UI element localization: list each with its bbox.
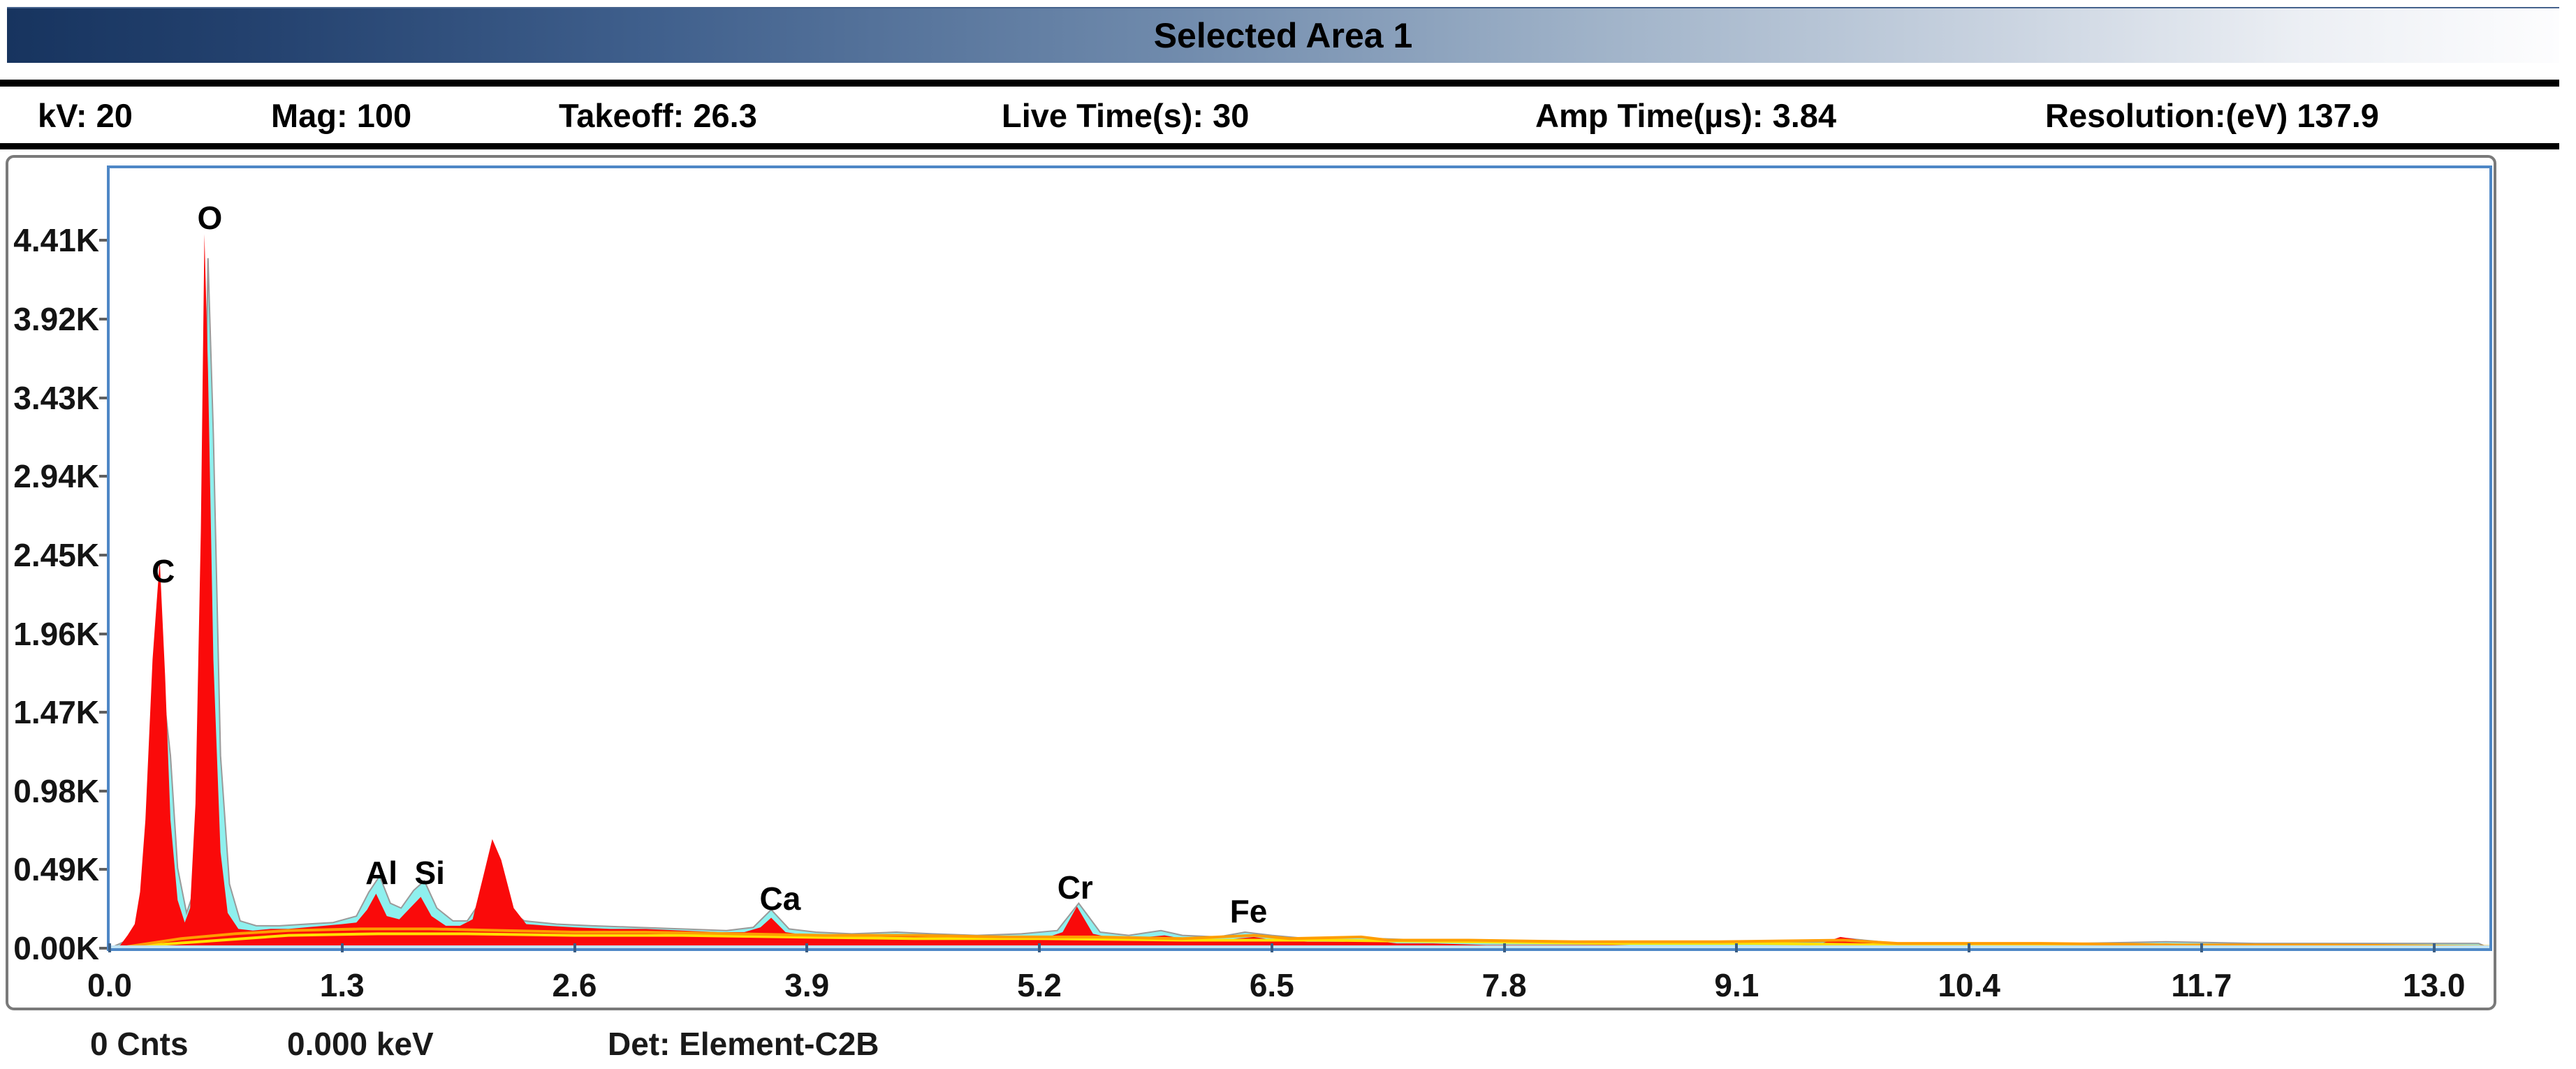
title-bar: Selected Area 1 bbox=[7, 7, 2559, 63]
background-fit-orange bbox=[128, 929, 2489, 946]
x-axis-tick-mark bbox=[805, 943, 809, 952]
y-axis-tick-mark bbox=[99, 318, 107, 321]
separator-line-bottom bbox=[0, 143, 2559, 149]
element-label-ca: Ca bbox=[759, 880, 801, 917]
status-detector: Det: Element-C2B bbox=[608, 1026, 879, 1062]
y-axis-tick-label: 1.47K bbox=[13, 694, 99, 731]
y-axis-tick-label: 4.41K bbox=[13, 222, 99, 259]
status-bar: 0 Cnts 0.000 keV Det: Element-C2B bbox=[0, 1025, 2576, 1064]
x-axis-tick-label: 0.0 bbox=[87, 967, 132, 1003]
x-axis-tick-label: 2.6 bbox=[552, 967, 597, 1003]
x-axis-tick-label: 5.2 bbox=[1017, 967, 1062, 1003]
y-axis-tick-mark bbox=[99, 711, 107, 714]
x-axis-tick-label: 13.0 bbox=[2402, 967, 2466, 1003]
y-axis-tick-mark bbox=[99, 789, 107, 792]
status-energy: 0.000 keV bbox=[287, 1026, 434, 1062]
y-axis-tick-label: 1.96K bbox=[13, 615, 99, 652]
y-axis-tick-mark bbox=[99, 396, 107, 399]
x-axis-tick-label: 6.5 bbox=[1249, 967, 1294, 1003]
y-axis-tick-label: 0.00K bbox=[13, 930, 99, 966]
separator-line-top bbox=[0, 80, 2559, 87]
x-axis-tick-mark bbox=[1502, 943, 1506, 952]
page-title: Selected Area 1 bbox=[1153, 16, 1413, 55]
y-axis-tick-label: 2.94K bbox=[13, 458, 99, 495]
x-axis-tick-mark bbox=[573, 943, 576, 952]
acquisition-params: kV: 20 Mag: 100 Takeoff: 26.3 Live Time(… bbox=[0, 96, 2576, 138]
x-axis-tick-label: 9.1 bbox=[1714, 967, 1759, 1003]
param-takeoff: Takeoff: 26.3 bbox=[559, 97, 757, 134]
y-axis-tick-mark bbox=[99, 632, 107, 635]
spectrum-svg bbox=[110, 234, 2489, 948]
status-counts: 0 Cnts bbox=[90, 1026, 189, 1062]
spectrum-panel: C O Al Si Ca Cr Fe 4.41K 3.92K 3.43K 2.94K 2.45K 1.… bbox=[6, 155, 2496, 1010]
y-axis-tick-mark bbox=[99, 868, 107, 871]
x-axis-tick-label: 1.3 bbox=[319, 967, 365, 1003]
element-label-fe: Fe bbox=[1229, 893, 1268, 930]
element-label-o: O bbox=[197, 200, 223, 237]
param-mag: Mag: 100 bbox=[271, 97, 412, 134]
spectrum-plot[interactable]: C O Al Si Ca Cr Fe bbox=[107, 165, 2492, 951]
x-axis-tick-mark bbox=[1038, 943, 1041, 952]
param-amp-time: Amp Time(µs): 3.84 bbox=[1535, 97, 1837, 134]
y-axis-tick-mark bbox=[99, 475, 107, 478]
x-axis-tick-mark bbox=[1270, 943, 1273, 952]
x-axis-tick-mark bbox=[2432, 943, 2436, 952]
x-axis-tick-label: 10.4 bbox=[1938, 967, 2000, 1003]
param-resolution: Resolution:(eV) 137.9 bbox=[2045, 97, 2379, 134]
y-axis-tick-label: 3.43K bbox=[13, 379, 99, 416]
param-kv: kV: 20 bbox=[38, 97, 133, 134]
param-live-time: Live Time(s): 30 bbox=[1002, 97, 1250, 134]
element-label-al: Al bbox=[365, 854, 398, 891]
x-axis-tick-label: 11.7 bbox=[2171, 967, 2232, 1003]
element-label-cr: Cr bbox=[1057, 869, 1093, 906]
x-axis-tick-mark bbox=[340, 943, 344, 952]
x-axis-tick-label: 7.8 bbox=[1481, 967, 1527, 1003]
x-axis-tick-mark bbox=[2200, 943, 2203, 952]
y-axis-tick-label: 3.92K bbox=[13, 301, 99, 338]
y-axis-tick-label: 0.98K bbox=[13, 772, 99, 809]
y-axis-tick-mark bbox=[99, 947, 107, 950]
element-label-c: C bbox=[152, 552, 175, 589]
y-axis-tick-label: 0.49K bbox=[13, 851, 99, 888]
baseline-strip bbox=[110, 945, 2489, 948]
y-axis-tick-mark bbox=[99, 239, 107, 242]
element-label-si: Si bbox=[414, 854, 445, 891]
reference-spectrum-cyan bbox=[110, 258, 2489, 948]
x-axis-tick-label: 3.9 bbox=[784, 967, 830, 1003]
x-axis-tick-mark bbox=[108, 943, 111, 952]
y-axis-tick-label: 2.45K bbox=[13, 536, 99, 573]
x-axis-tick-mark bbox=[1735, 943, 1739, 952]
acquired-spectrum-red bbox=[110, 234, 2489, 948]
background-fit-yellow bbox=[128, 934, 2489, 946]
y-axis-tick-mark bbox=[99, 553, 107, 556]
spectrum-plot-area[interactable]: C O Al Si Ca Cr Fe bbox=[110, 168, 2489, 948]
x-axis-tick-mark bbox=[1968, 943, 1971, 952]
